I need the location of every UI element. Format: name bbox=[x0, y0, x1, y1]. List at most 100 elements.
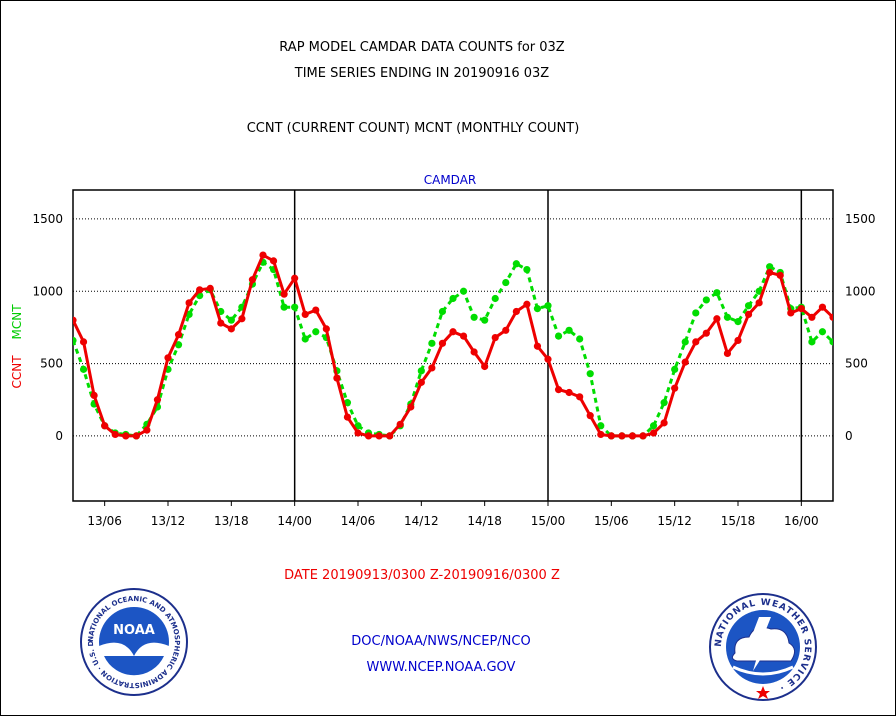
data-point-ccnt bbox=[491, 333, 499, 342]
data-point-mcnt bbox=[491, 294, 499, 303]
data-point-mcnt bbox=[755, 287, 763, 295]
data-point-mcnt bbox=[766, 263, 774, 271]
data-point-mcnt bbox=[481, 316, 489, 324]
data-point-ccnt bbox=[386, 432, 394, 440]
data-point-mcnt bbox=[354, 422, 362, 430]
data-point-ccnt bbox=[523, 300, 531, 308]
nws-logo: NATIONAL WEATHER SERVICE · bbox=[709, 593, 817, 701]
data-point-ccnt bbox=[132, 432, 140, 440]
data-point-ccnt bbox=[438, 339, 447, 347]
data-point-ccnt bbox=[343, 413, 352, 421]
x-tick-label: 15/12 bbox=[657, 514, 692, 528]
data-point-mcnt bbox=[459, 287, 468, 295]
data-point-ccnt bbox=[312, 306, 320, 314]
x-tick-label: 14/06 bbox=[341, 514, 376, 528]
noaa-logo-text: NOAA bbox=[113, 623, 155, 638]
series-line-mcnt bbox=[73, 260, 833, 438]
data-point-ccnt bbox=[808, 313, 816, 321]
data-point-mcnt bbox=[723, 313, 732, 321]
data-point-mcnt bbox=[438, 307, 447, 316]
data-point-ccnt bbox=[755, 299, 763, 307]
noaa-logo: NOAA NATIONAL OCEANIC AND ATMOSPHERIC AD… bbox=[80, 588, 188, 696]
data-point-ccnt bbox=[797, 305, 805, 313]
data-point-mcnt bbox=[470, 313, 478, 321]
y-tick-label-left: 0 bbox=[55, 429, 63, 443]
date-range: DATE 20190913/0300 Z-20190916/0300 Z bbox=[284, 568, 560, 583]
x-tick-label: 15/18 bbox=[721, 514, 756, 528]
x-tick-label: 14/18 bbox=[467, 514, 502, 528]
data-point-mcnt bbox=[565, 326, 573, 334]
data-point-ccnt bbox=[101, 422, 109, 430]
data-point-ccnt bbox=[79, 338, 88, 346]
data-point-ccnt bbox=[639, 432, 647, 440]
data-point-mcnt bbox=[713, 289, 721, 297]
data-point-ccnt bbox=[301, 310, 309, 318]
x-tick-label: 15/00 bbox=[531, 514, 566, 528]
data-point-ccnt bbox=[322, 325, 330, 333]
data-point-ccnt bbox=[544, 355, 552, 363]
data-point-ccnt bbox=[185, 299, 193, 307]
data-point-ccnt bbox=[660, 419, 668, 427]
chart-subtitle: CCNT (CURRENT COUNT) MCNT (MONTHLY COUNT… bbox=[247, 121, 580, 136]
data-point-mcnt bbox=[301, 335, 309, 343]
data-point-ccnt bbox=[196, 286, 204, 294]
data-point-mcnt bbox=[544, 302, 552, 310]
data-point-ccnt bbox=[713, 315, 721, 323]
data-point-ccnt bbox=[354, 429, 362, 437]
data-point-ccnt bbox=[565, 388, 573, 397]
y-tick-label-left: 1500 bbox=[32, 212, 63, 226]
data-point-ccnt bbox=[512, 307, 520, 316]
data-point-ccnt bbox=[628, 432, 637, 440]
y-tick-label-right: 0 bbox=[845, 429, 853, 443]
x-tick-label: 14/12 bbox=[404, 514, 439, 528]
data-point-ccnt bbox=[111, 430, 119, 439]
data-point-ccnt bbox=[269, 257, 278, 265]
data-point-mcnt bbox=[829, 338, 833, 346]
data-point-ccnt bbox=[649, 429, 658, 437]
data-point-ccnt bbox=[449, 328, 457, 336]
data-point-ccnt bbox=[396, 420, 404, 428]
data-point-ccnt bbox=[238, 315, 246, 323]
data-point-mcnt bbox=[744, 302, 753, 310]
data-point-mcnt bbox=[586, 370, 594, 378]
data-point-ccnt bbox=[829, 313, 833, 321]
data-point-ccnt bbox=[259, 251, 267, 259]
data-point-ccnt bbox=[586, 412, 594, 420]
data-point-ccnt bbox=[681, 358, 689, 366]
data-point-mcnt bbox=[512, 260, 520, 268]
series-ccnt bbox=[73, 251, 833, 440]
data-point-mcnt bbox=[502, 278, 510, 287]
data-point-ccnt bbox=[502, 326, 510, 334]
data-point-ccnt bbox=[554, 386, 563, 394]
data-point-mcnt bbox=[808, 338, 816, 346]
data-point-mcnt bbox=[818, 328, 827, 336]
data-point-ccnt bbox=[818, 303, 827, 311]
data-point-mcnt bbox=[702, 296, 710, 304]
data-point-ccnt bbox=[481, 362, 489, 371]
plot-frame bbox=[72, 189, 834, 502]
data-point-ccnt bbox=[734, 336, 742, 345]
data-point-mcnt bbox=[576, 335, 584, 343]
data-point-ccnt bbox=[428, 364, 436, 372]
data-point-mcnt bbox=[417, 367, 425, 375]
data-point-ccnt bbox=[597, 430, 605, 439]
x-tick-label: 13/18 bbox=[214, 514, 249, 528]
data-point-ccnt bbox=[533, 342, 542, 350]
data-point-mcnt bbox=[428, 339, 436, 347]
data-point-ccnt bbox=[618, 432, 626, 440]
data-point-ccnt bbox=[333, 374, 341, 382]
data-point-mcnt bbox=[649, 422, 658, 430]
x-tick-label: 16/00 bbox=[784, 514, 819, 528]
data-point-ccnt bbox=[470, 348, 478, 356]
data-point-ccnt bbox=[723, 349, 732, 358]
data-point-ccnt bbox=[217, 319, 225, 327]
y-tick-label-left: 1000 bbox=[32, 284, 63, 298]
data-point-mcnt bbox=[174, 341, 183, 349]
x-tick-label: 14/00 bbox=[277, 514, 312, 528]
url-line: WWW.NCEP.NOAA.GOV bbox=[367, 660, 516, 675]
data-point-mcnt bbox=[79, 365, 88, 373]
data-point-ccnt bbox=[417, 378, 425, 386]
x-tick-label: 13/12 bbox=[151, 514, 186, 528]
data-point-ccnt bbox=[227, 325, 235, 333]
org-line: DOC/NOAA/NWS/NCEP/NCO bbox=[351, 634, 530, 649]
